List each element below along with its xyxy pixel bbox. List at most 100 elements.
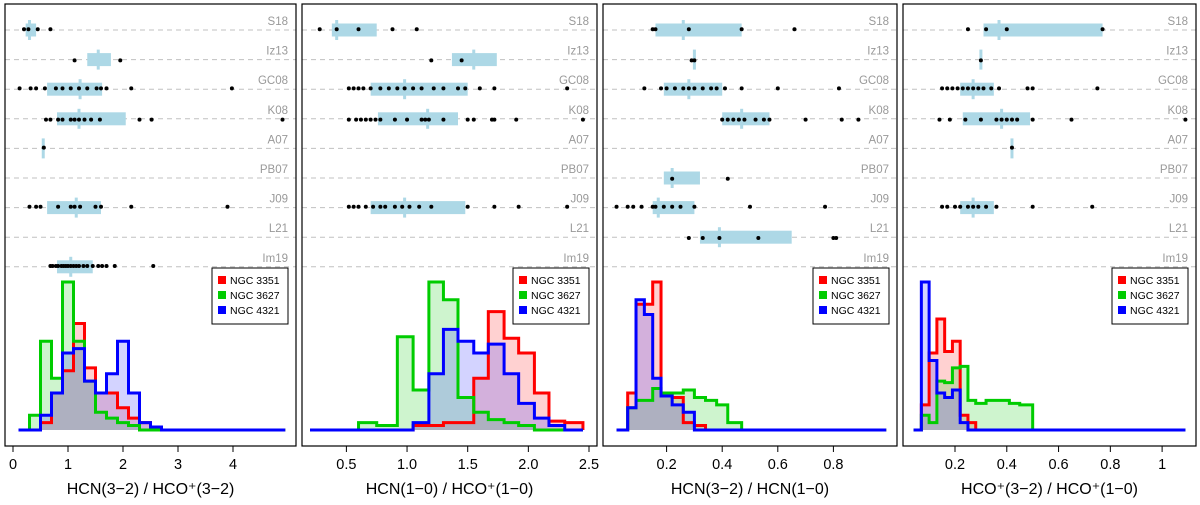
survey-point <box>96 264 101 268</box>
survey-point <box>614 204 619 209</box>
x-tick-label: 4 <box>229 457 237 473</box>
survey-point <box>225 204 230 209</box>
survey-point <box>137 117 142 122</box>
survey-label: S18 <box>869 16 889 28</box>
survey-point <box>72 204 77 209</box>
survey-point <box>565 204 570 209</box>
survey-point <box>978 117 983 122</box>
survey-point <box>99 204 103 209</box>
survey-point <box>392 117 397 122</box>
survey-point <box>351 204 356 209</box>
survey-point <box>78 204 83 209</box>
survey-point <box>1015 117 1020 122</box>
histogram-fill-ngc-3351 <box>616 282 887 430</box>
x-tick-label: 0.8 <box>1100 457 1120 473</box>
x-tick-label: 2 <box>119 457 127 473</box>
survey-point <box>999 117 1004 122</box>
survey-point <box>280 117 285 122</box>
legend-swatch <box>819 276 827 284</box>
survey-point <box>50 264 55 268</box>
survey-point <box>963 117 968 122</box>
survey-box <box>47 82 103 96</box>
survey-point <box>405 117 410 122</box>
survey-point <box>965 86 970 91</box>
survey-point <box>994 204 999 209</box>
survey-point <box>77 86 81 91</box>
histogram-fill-ngc-4321 <box>18 341 286 430</box>
survey-point <box>72 117 77 122</box>
survey-point <box>42 86 47 91</box>
histogram-fill-ngc-3351 <box>310 311 583 430</box>
survey-point <box>463 86 468 91</box>
survey-label: L21 <box>1169 223 1188 235</box>
x-tick-label: 1.5 <box>458 457 478 473</box>
survey-point <box>836 86 841 91</box>
survey-point <box>756 236 761 240</box>
legend-entry: NGC 3627 <box>230 290 280 302</box>
survey-point <box>492 86 497 91</box>
survey-point <box>748 204 752 209</box>
legend-entry: NGC 4321 <box>531 305 581 317</box>
survey-point <box>492 117 497 122</box>
survey-point <box>692 58 697 63</box>
survey-point <box>89 117 94 122</box>
survey-point <box>1030 117 1035 122</box>
x-tick-label: 0.5 <box>336 457 356 473</box>
legend-entry: NGC 3351 <box>531 275 581 287</box>
legend: NGC 3351 NGC 3627 NGC 4321 <box>512 267 590 325</box>
survey-point <box>761 117 766 122</box>
survey-point <box>429 204 434 209</box>
histogram-fill-ngc-3627 <box>18 282 286 430</box>
survey-point <box>35 27 40 32</box>
survey-point <box>1090 204 1095 209</box>
survey-point <box>1030 204 1035 209</box>
survey-box <box>331 23 377 37</box>
survey-point <box>378 86 383 91</box>
survey-label: PB07 <box>260 164 288 176</box>
survey-point <box>151 264 156 268</box>
survey-point <box>44 117 48 122</box>
survey-point <box>981 86 986 91</box>
x-tick-label: 1.0 <box>397 457 417 473</box>
x-tick-label: 0.2 <box>657 457 677 473</box>
x-axis-label: HCN(3−2) / HCO⁺(3−2) <box>67 481 235 498</box>
panel-frame <box>301 3 598 447</box>
survey-label: A07 <box>869 134 889 146</box>
legend-entry: NGC 3351 <box>230 275 280 287</box>
survey-point <box>85 264 90 268</box>
survey-point <box>358 117 363 122</box>
survey-point <box>953 204 958 209</box>
survey-point <box>717 236 722 240</box>
x-tick-label: 0.8 <box>823 457 843 473</box>
survey-point <box>93 204 98 209</box>
survey-point <box>659 86 664 91</box>
survey-point <box>346 117 351 122</box>
survey-point <box>971 86 976 91</box>
survey-point <box>429 58 434 63</box>
survey-point <box>465 117 470 122</box>
survey-label: L21 <box>870 223 889 235</box>
survey-point <box>653 204 658 209</box>
survey-box <box>983 23 1103 37</box>
survey-point <box>60 117 65 122</box>
survey-point <box>775 86 780 91</box>
histogram-fill-ngc-3351 <box>913 319 1186 430</box>
survey-point <box>414 27 419 32</box>
legend-swatch <box>1118 276 1126 284</box>
x-tick-label: 0.6 <box>1048 457 1068 473</box>
survey-point <box>976 204 981 209</box>
survey-point <box>1009 145 1014 150</box>
survey-point <box>17 86 22 91</box>
x-tick-label: 0.4 <box>997 457 1017 473</box>
survey-point <box>419 117 424 122</box>
survey-box <box>663 171 700 185</box>
legend-swatch <box>819 306 827 314</box>
histogram-line-ngc-4321 <box>616 298 887 432</box>
x-tick-label: 0.2 <box>945 457 965 473</box>
legend-entry: NGC 4321 <box>1130 305 1180 317</box>
survey-point <box>459 58 464 63</box>
survey-point <box>639 204 644 209</box>
survey-point <box>72 58 77 63</box>
legend-swatch <box>218 291 226 299</box>
survey-label: K08 <box>268 105 288 117</box>
